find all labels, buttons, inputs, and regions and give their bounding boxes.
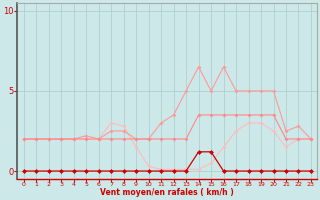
X-axis label: Vent moyen/en rafales ( km/h ): Vent moyen/en rafales ( km/h ) — [100, 188, 234, 197]
